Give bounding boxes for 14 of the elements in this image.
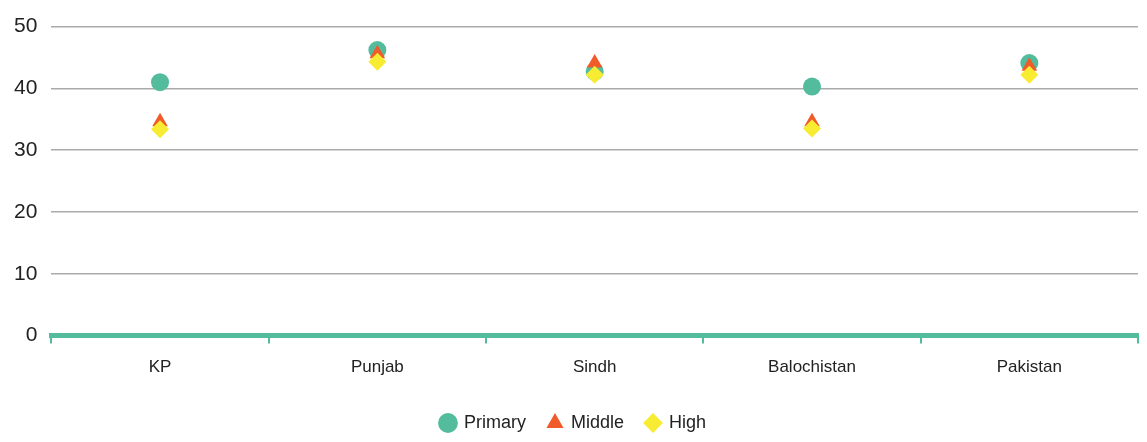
legend-label: High <box>669 411 707 432</box>
x-tick-label: Sindh <box>572 357 617 377</box>
x-tick-label: Pakistan <box>996 357 1062 377</box>
y-tick-label: 20 <box>14 198 38 222</box>
x-tick-label: Punjab <box>350 357 404 377</box>
x-tick-label: Balochistan <box>768 357 856 377</box>
legend-label: Middle <box>570 411 625 432</box>
legend-label: Primary <box>463 411 526 432</box>
y-tick-label: 40 <box>14 75 38 99</box>
y-tick-label: 50 <box>14 13 38 37</box>
y-tick-label: 0 <box>25 322 38 346</box>
y-tick-label: 30 <box>14 137 38 160</box>
x-tick-label: KP <box>148 357 172 377</box>
y-tick-label: 10 <box>14 260 38 284</box>
